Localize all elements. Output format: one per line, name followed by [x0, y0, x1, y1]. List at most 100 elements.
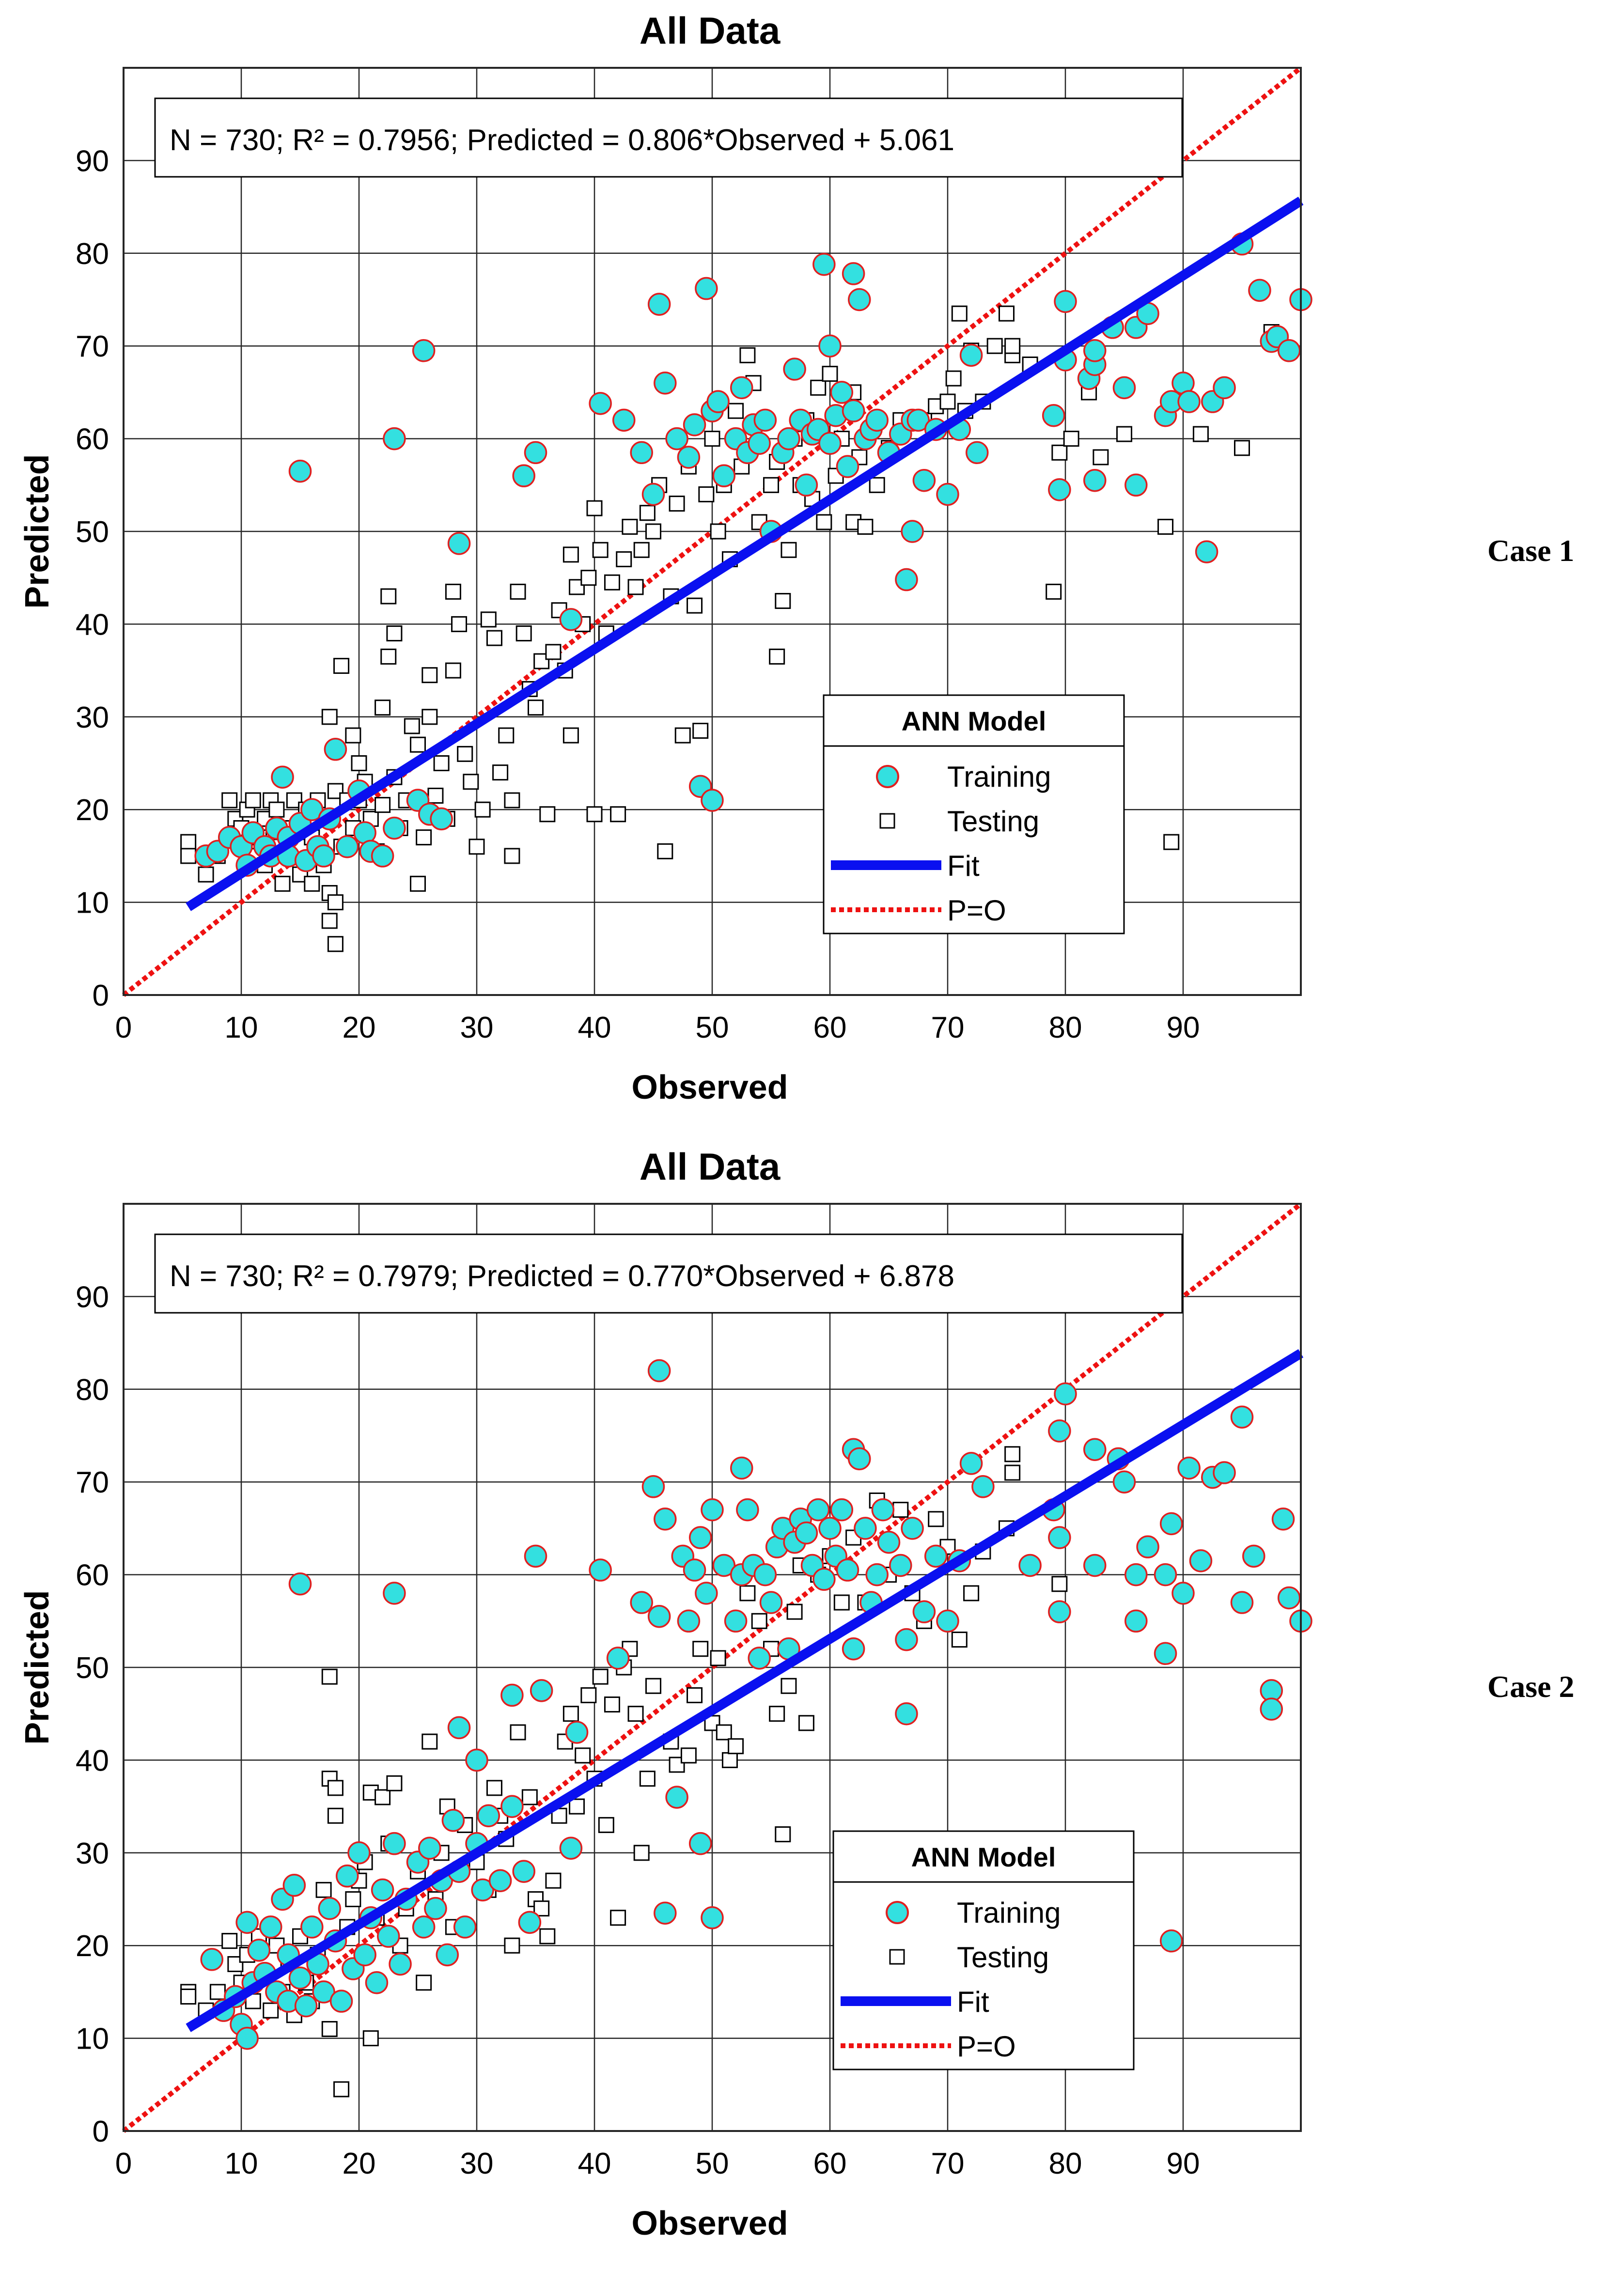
training-point [806, 1498, 830, 1522]
x-tick-label: 10 [225, 2147, 258, 2180]
y-tick-label: 0 [93, 979, 109, 1012]
legend-marker-training [876, 765, 899, 788]
testing-point [375, 797, 391, 813]
training-point [312, 1980, 335, 2004]
legend-label-identity: P=O [947, 894, 1006, 927]
testing-point [545, 644, 562, 660]
training-point [683, 1558, 706, 1582]
x-tick-label: 80 [1049, 1011, 1082, 1044]
training-point [1048, 1419, 1071, 1443]
legend-marker-testing [879, 813, 895, 829]
testing-point [386, 625, 403, 642]
training-point [818, 432, 842, 455]
testing-point [586, 500, 603, 516]
testing-point [769, 648, 785, 665]
testing-point [486, 1780, 502, 1796]
training-point [365, 1971, 389, 1994]
training-point [453, 1915, 477, 1939]
training-point [1277, 1586, 1301, 1610]
training-point [1189, 1549, 1213, 1572]
testing-point [951, 305, 968, 322]
training-point [1159, 1929, 1183, 1953]
testing-point [604, 1696, 620, 1713]
testing-point [598, 1817, 614, 1833]
x-tick-label: 60 [813, 1011, 847, 1044]
testing-point [492, 764, 509, 781]
training-point [712, 1554, 736, 1577]
testing-point [1046, 583, 1062, 600]
legend: ANN Model Training Testing Fit P=O [832, 1830, 1135, 2070]
testing-point [422, 709, 438, 725]
legend-label-identity: P=O [957, 2030, 1016, 2063]
testing-point [263, 2002, 279, 2019]
testing-point [457, 746, 473, 762]
training-point [971, 1475, 995, 1498]
chart-panel-case-1: All Data N = 730; R² = 0.7956; Predicted… [18, 9, 1312, 1106]
training-point [524, 441, 547, 465]
testing-point [504, 1937, 520, 1954]
training-point [906, 408, 930, 432]
training-point [924, 1544, 948, 1568]
testing-point [1051, 444, 1068, 461]
chart-panel-case-2: All Data N = 730; R² = 0.7979; Predicted… [18, 1145, 1312, 2242]
y-tick-label: 40 [76, 608, 109, 641]
training-point [500, 1683, 524, 1707]
y-tick-label: 60 [76, 1559, 109, 1592]
training-point [695, 1582, 718, 1605]
legend-title: ANN Model [902, 706, 1046, 736]
training-point [383, 1582, 406, 1605]
testing-point [657, 843, 673, 859]
training-point [247, 1939, 271, 1962]
testing-point [498, 727, 515, 744]
training-point [559, 608, 583, 631]
training-point [518, 1911, 542, 1934]
training-point [500, 1795, 524, 1818]
testing-point [739, 347, 756, 363]
identity-line-path [122, 1202, 1303, 2133]
legend-label-training: Training [957, 1897, 1061, 1929]
training-point [1195, 540, 1218, 563]
training-point [641, 1475, 665, 1498]
training-point [512, 464, 535, 487]
annotation-text: N = 730; R² = 0.7956; Predicted = 0.806*… [170, 124, 954, 157]
testing-point [445, 583, 461, 600]
case-label-2: Case 2 [1487, 1669, 1575, 1704]
training-point [271, 765, 294, 789]
testing-point [999, 305, 1015, 322]
training-point [818, 1517, 842, 1540]
testing-point [539, 806, 556, 823]
testing-point [687, 1687, 703, 1703]
testing-point [327, 936, 344, 952]
x-tick-label: 30 [460, 2147, 494, 2180]
testing-point [1004, 338, 1021, 354]
x-tick-label: 60 [813, 2147, 847, 2180]
y-tick-label: 30 [76, 1837, 109, 1870]
training-point [701, 1906, 724, 1929]
training-point [936, 1609, 959, 1633]
testing-point [209, 1984, 226, 2000]
training-point [777, 427, 800, 451]
y-tick-label: 20 [76, 1929, 109, 1963]
y-tick-label: 90 [76, 144, 109, 178]
testing-point [769, 1706, 785, 1722]
training-point [630, 1591, 653, 1614]
training-point [447, 532, 471, 555]
training-point [300, 1915, 324, 1939]
testing-point [781, 542, 797, 558]
testing-point [386, 1775, 403, 1791]
grid-lines [123, 1204, 1301, 2132]
testing-point [321, 913, 338, 929]
testing-point [198, 866, 214, 883]
testing-point [580, 570, 597, 586]
training-point [959, 1452, 983, 1475]
legend-label-fit: Fit [957, 1986, 989, 2018]
case-label-1: Case 1 [1487, 533, 1575, 568]
plot-frame [123, 67, 1302, 996]
y-tick-label: 80 [76, 237, 109, 271]
training-point [748, 432, 771, 455]
training-point [695, 277, 718, 300]
training-point [677, 1609, 701, 1633]
testing-point [604, 574, 620, 591]
fit-line-path [186, 197, 1304, 911]
training-point [665, 427, 688, 451]
